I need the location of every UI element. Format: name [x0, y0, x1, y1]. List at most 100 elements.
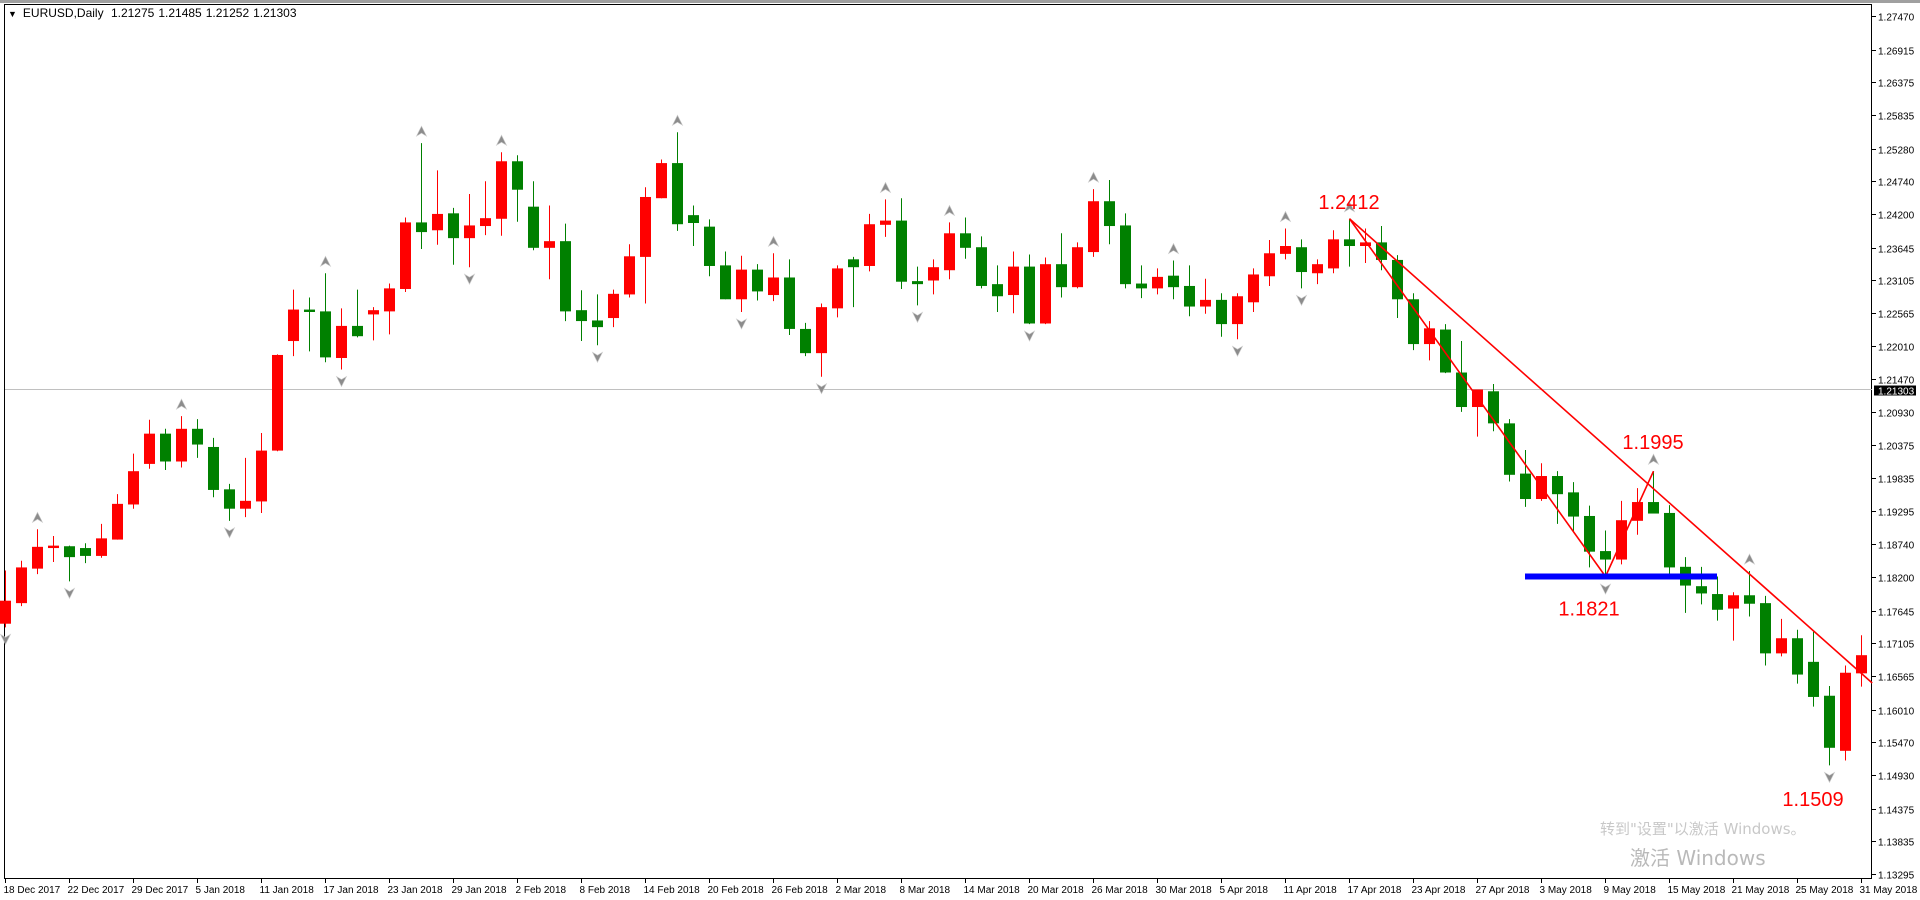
- bull-candle-body: [1856, 655, 1867, 674]
- windows-activation-hint: 转到"设置"以激活 Windows。: [1600, 820, 1806, 838]
- y-tick-label: 1.21470: [1878, 376, 1915, 387]
- bull-candle-body: [1840, 672, 1851, 751]
- bear-candle-body: [1184, 285, 1195, 307]
- bear-candle-body: [800, 328, 811, 354]
- bear-candle-body: [1136, 283, 1147, 289]
- bear-candle-body: [1520, 473, 1531, 500]
- fractal-down-arrow-icon: [0, 633, 12, 646]
- fractal-down-arrow-icon: [591, 351, 604, 363]
- x-tick-label: 23 Apr 2018: [1412, 885, 1466, 896]
- y-tick-label: 1.18200: [1878, 574, 1915, 585]
- fractal-down-arrow-icon: [1823, 771, 1836, 784]
- fractal-up-arrow-icon: [175, 398, 188, 410]
- x-tick-label: 20 Feb 2018: [708, 885, 765, 896]
- bull-candle-body: [1632, 502, 1643, 521]
- fractal-up-arrow-icon: [1743, 553, 1756, 565]
- bull-candle-body: [832, 268, 843, 309]
- fractal-down-arrow-icon: [463, 273, 476, 285]
- bear-candle-body: [1824, 695, 1835, 748]
- y-tick-label: 1.20930: [1878, 409, 1915, 420]
- bull-candle-body: [1424, 328, 1435, 345]
- x-tick-label: 22 Dec 2017: [68, 885, 125, 896]
- x-tick-label: 14 Mar 2018: [964, 885, 1021, 896]
- bull-candle-body: [640, 196, 651, 257]
- chart-menu-triangle-icon[interactable]: ▼: [8, 9, 17, 19]
- x-tick-label: 11 Apr 2018: [1284, 885, 1338, 896]
- x-tick-label: 5 Apr 2018: [1220, 885, 1269, 896]
- price-annotation: 1.1509: [1782, 789, 1843, 811]
- y-tick-label: 1.27470: [1878, 13, 1915, 24]
- bull-candle-body: [1008, 266, 1019, 296]
- bear-candle-body: [976, 247, 987, 286]
- x-tick-label: 17 Jan 2018: [324, 885, 379, 896]
- fractal-up-arrow-icon: [1087, 171, 1100, 183]
- bear-candle-body: [528, 206, 539, 248]
- bear-candle-body: [1296, 247, 1307, 273]
- bear-candle-body: [992, 284, 1003, 297]
- y-tick-label: 1.13835: [1878, 838, 1915, 849]
- bull-candle-body: [256, 450, 267, 502]
- bull-candle-body: [112, 503, 123, 540]
- bear-candle-body: [960, 233, 971, 248]
- symbol-timeframe: EURUSD,Daily: [22, 6, 104, 20]
- fractal-down-arrow-icon: [1295, 294, 1308, 307]
- bear-candle-body: [1104, 201, 1115, 227]
- y-tick-label: 1.16010: [1878, 707, 1915, 718]
- bull-candle-body: [1728, 595, 1739, 609]
- x-tick-label: 31 May 2018: [1860, 885, 1918, 896]
- bull-candle-body: [656, 163, 667, 199]
- bear-candle-body: [1168, 275, 1179, 288]
- bull-candle-body: [880, 220, 891, 225]
- fractal-down-arrow-icon: [63, 587, 76, 600]
- chart-header: ▼ EURUSD,Daily 1.21275 1.21485 1.21252 1.213…: [8, 6, 301, 20]
- x-tick-label: 3 May 2018: [1540, 885, 1593, 896]
- price-annotation: 1.1821: [1558, 599, 1619, 621]
- x-tick-label: 26 Mar 2018: [1092, 885, 1149, 896]
- bull-candle-body: [1072, 247, 1083, 288]
- bull-candle-body: [464, 225, 475, 239]
- fractal-down-arrow-icon: [1023, 330, 1036, 342]
- y-tick-label: 1.15470: [1878, 739, 1915, 750]
- x-tick-label: 11 Jan 2018: [260, 885, 315, 896]
- bear-candle-body: [1504, 423, 1515, 475]
- y-tick-label: 1.16565: [1878, 673, 1915, 684]
- bull-candle-body: [1328, 239, 1339, 269]
- bull-candle-body: [544, 241, 555, 248]
- bear-candle-body: [1440, 329, 1451, 373]
- x-tick-label: 20 Mar 2018: [1028, 885, 1085, 896]
- fractal-down-arrow-icon: [335, 375, 348, 388]
- y-tick-label: 1.23645: [1878, 245, 1915, 256]
- bid-price-label: 1.21303: [1878, 387, 1915, 398]
- y-tick-label: 1.19835: [1878, 475, 1915, 486]
- bull-candle-body: [128, 471, 139, 505]
- price-annotation: 1.2412: [1318, 192, 1379, 214]
- bull-candle-body: [16, 567, 27, 604]
- bear-candle-body: [672, 163, 683, 225]
- fractal-up-arrow-icon: [495, 134, 508, 146]
- bull-candle-body: [480, 218, 491, 227]
- x-tick-label: 5 Jan 2018: [196, 885, 246, 896]
- bear-candle-body: [704, 226, 715, 266]
- bull-candle-body: [928, 267, 939, 281]
- x-tick-label: 26 Feb 2018: [772, 885, 829, 896]
- bear-candle-body: [1120, 225, 1131, 285]
- x-tick-label: 18 Dec 2017: [4, 885, 61, 896]
- bear-candle-body: [592, 320, 603, 328]
- ohlc-open: 1.21275: [110, 6, 155, 20]
- bull-candle-body: [240, 500, 251, 509]
- x-tick-label: 8 Mar 2018: [900, 885, 951, 896]
- x-tick-label: 17 Apr 2018: [1348, 885, 1402, 896]
- bear-candle-body: [576, 310, 587, 322]
- windows-activation-watermark: 激活 Windows: [1630, 846, 1766, 870]
- fractal-up-arrow-icon: [767, 235, 780, 248]
- y-tick-label: 1.24740: [1878, 178, 1915, 189]
- fractal-down-arrow-icon: [815, 382, 828, 395]
- x-tick-label: 25 May 2018: [1796, 885, 1854, 896]
- bull-candle-body: [608, 293, 619, 319]
- bull-candle-body: [384, 288, 395, 312]
- fractal-down-arrow-icon: [911, 311, 924, 323]
- fractal-down-arrow-icon: [1599, 583, 1612, 595]
- y-tick-label: 1.14375: [1878, 806, 1915, 817]
- plot-area: [4, 4, 1872, 879]
